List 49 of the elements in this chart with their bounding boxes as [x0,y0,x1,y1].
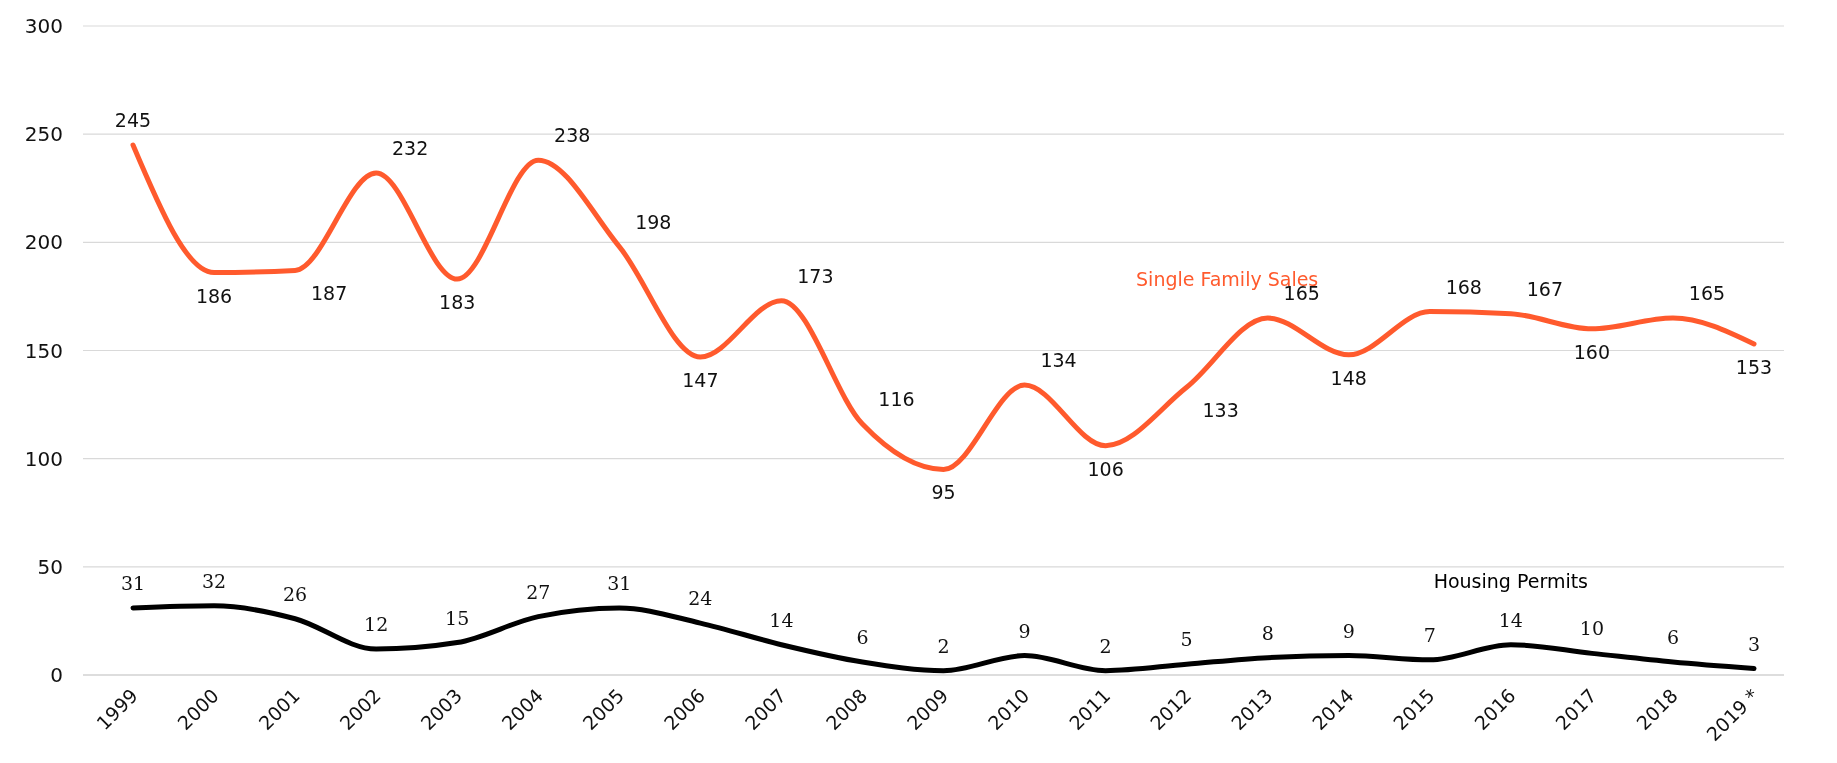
data-label: 6 [1666,626,1679,649]
data-label: 7 [1423,623,1436,646]
y-tick-label: 250 [24,122,63,147]
data-label: 10 [1579,617,1604,640]
data-label: 14 [769,608,794,631]
y-tick-label: 150 [24,338,63,363]
data-label: 167 [1526,277,1563,300]
data-label: 165 [1688,282,1726,305]
data-label: 2 [937,634,950,657]
data-label: 173 [797,264,834,287]
data-label: 2 [1099,634,1112,657]
data-label: 147 [682,368,719,391]
data-label: 168 [1445,275,1482,298]
data-label: 160 [1573,340,1611,363]
data-label: 187 [310,282,348,305]
data-label: 24 [688,587,713,610]
data-label: 106 [1087,457,1124,480]
data-label: 9 [1018,619,1031,642]
data-label: 26 [283,582,308,605]
data-label: 183 [439,291,476,314]
data-label: 15 [445,606,470,629]
data-label: 232 [392,137,429,160]
data-label: 6 [856,626,869,649]
data-label: 3 [1747,632,1761,655]
data-label: 12 [364,613,389,636]
y-tick-label: 50 [37,554,63,579]
y-tick-label: 200 [24,230,63,255]
y-tick-label: 100 [24,446,63,471]
text: Housing Permits [1433,570,1589,593]
data-label: 27 [526,580,551,603]
data-label: 238 [554,124,591,147]
y-tick-label: 300 [24,14,63,38]
data-label: 148 [1330,366,1367,389]
data-label: 198 [635,210,672,233]
y-tick-label: 0 [50,663,63,687]
data-label: 14 [1498,608,1523,631]
data-label: 116 [878,388,915,411]
data-label: 186 [195,284,233,307]
data-label: 133 [1202,399,1239,422]
data-label: 31 [607,571,632,594]
data-label: 5 [1180,628,1193,651]
data-label: 95 [931,481,956,504]
data-label: 134 [1040,349,1077,372]
data-label: 32 [201,569,227,592]
data-label: 31 [120,571,146,594]
data-label: 153 [1735,356,1773,379]
data-label: 9 [1342,619,1355,642]
data-label: 8 [1261,621,1274,644]
data-label: 245 [114,108,152,131]
